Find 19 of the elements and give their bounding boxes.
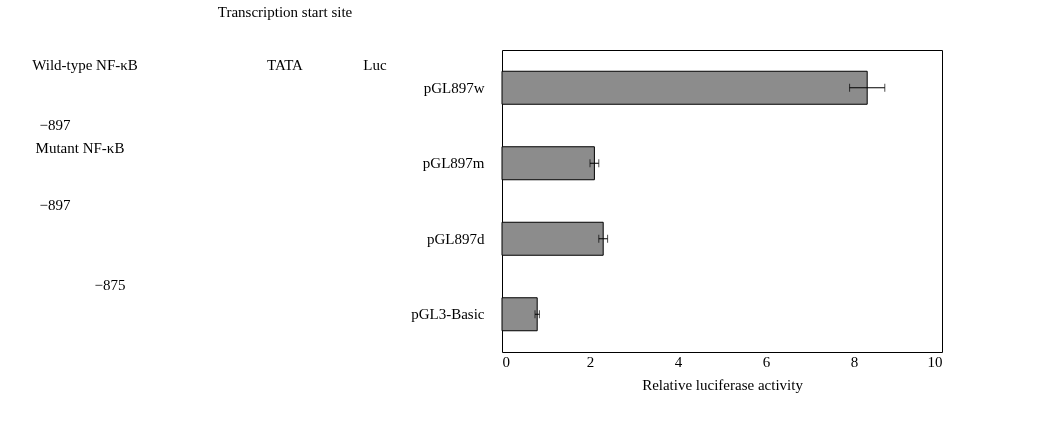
text: −897 <box>39 197 71 213</box>
x-tick-label: 0 <box>502 353 510 370</box>
x-axis-title: Relative luciferase activity <box>642 376 804 393</box>
x-tick-label: 8 <box>850 353 859 370</box>
text: TATA <box>267 57 304 73</box>
y-tick-label: pGL897m <box>422 155 485 172</box>
x-tick-label: 4 <box>674 353 683 370</box>
text: −897 <box>39 117 71 133</box>
text: −875 <box>94 277 126 293</box>
y-tick-label: pGL897d <box>427 230 485 247</box>
text: Transcription start site <box>217 4 353 20</box>
text: Luc <box>363 57 387 73</box>
y-tick-label: pGL3-Basic <box>411 306 485 323</box>
y-tick-label: pGL897w <box>423 79 485 96</box>
text: Mutant NF-κB <box>35 140 125 156</box>
x-tick-label: 10 <box>927 353 943 370</box>
x-tick-label: 6 <box>762 353 771 370</box>
x-tick-label: 2 <box>586 353 595 370</box>
text: Wild-type NF-κB <box>32 57 138 73</box>
